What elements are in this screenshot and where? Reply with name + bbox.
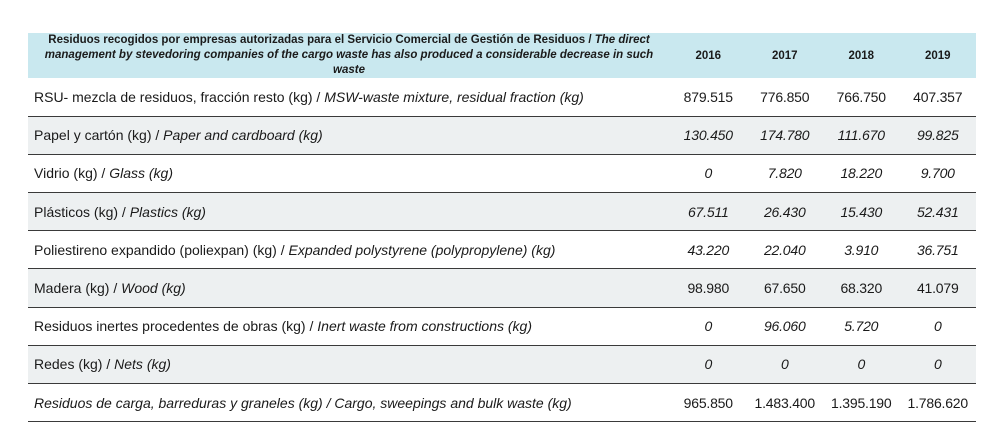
cell-2019: 0 — [933, 318, 942, 335]
table-row: Redes (kg) / Nets (kg) 0 0 0 0 — [28, 345, 976, 384]
table-row: Residuos inertes procedentes de obras (k… — [28, 307, 976, 346]
table-row: Poliestireno expandido (poliexpan) (kg) … — [28, 231, 976, 269]
cell-2017: 67.650 — [763, 280, 806, 297]
header-year-2018: 2018 — [848, 49, 875, 62]
cell-2019: 1.786.620 — [907, 394, 969, 411]
header-label-es: Residuos recogidos por empresas autoriza… — [48, 34, 595, 46]
row-label: RSU- mezcla de residuos, fracción resto … — [28, 78, 670, 116]
row-label: Redes (kg) / Nets (kg) — [28, 345, 670, 383]
cell-2017: 96.060 — [763, 318, 806, 335]
header-year-2017: 2017 — [771, 49, 798, 62]
cell-2019: 9.700 — [920, 165, 955, 182]
cell-2016: 98.980 — [687, 280, 730, 297]
cell-2018: 18.220 — [840, 165, 883, 182]
row-label: Papel y cartón (kg) / Paper and cardboar… — [28, 116, 670, 154]
cell-2018: 15.430 — [840, 203, 883, 220]
cell-2016: 965.850 — [683, 394, 733, 411]
row-label-en: Glass (kg) — [109, 165, 174, 182]
table-row: RSU- mezcla de residuos, fracción resto … — [28, 78, 976, 117]
cell-2016: 0 — [704, 165, 713, 182]
cell-2016: 67.511 — [687, 203, 729, 220]
table-row: Vidrio (kg) / Glass (kg) 0 7.820 18.220 … — [28, 154, 976, 193]
row-label-en: Cargo, sweepings and bulk waste (kg) — [334, 394, 572, 411]
row-label: Residuos de carga, barreduras y graneles… — [28, 384, 670, 422]
cell-2018: 766.750 — [836, 88, 886, 105]
cell-2016: 879.515 — [683, 88, 733, 105]
header-year-2019: 2019 — [924, 49, 951, 62]
row-label-en: Plastics (kg) — [129, 203, 206, 220]
cell-2018: 5.720 — [844, 318, 879, 335]
cell-2018: 3.910 — [844, 241, 879, 258]
cell-2017: 174.780 — [760, 127, 810, 144]
cell-2017: 22.040 — [763, 241, 806, 258]
cell-2017: 26.430 — [763, 203, 806, 220]
cell-2018: 0 — [857, 356, 866, 373]
row-label-es: Vidrio (kg) / — [34, 165, 110, 182]
cell-2016: 43.220 — [687, 241, 730, 258]
table-row: Residuos de carga, barreduras y graneles… — [28, 384, 976, 422]
row-label-en: Expanded polystyrene (polypropylene) (kg… — [288, 241, 556, 258]
cell-2019: 0 — [933, 356, 942, 373]
cell-2016: 130.450 — [683, 127, 733, 144]
row-label-en: Inert waste from constructions (kg) — [317, 318, 533, 335]
row-label-en: Paper and cardboard (kg) — [163, 127, 323, 144]
row-label: Residuos inertes procedentes de obras (k… — [28, 307, 670, 345]
cell-2017: 776.850 — [760, 88, 810, 105]
row-label: Vidrio (kg) / Glass (kg) — [28, 154, 670, 192]
cell-2019: 99.825 — [916, 127, 959, 144]
row-label-es: Plásticos (kg) / — [34, 203, 130, 220]
row-label-en: Nets (kg) — [114, 356, 171, 373]
cell-2017: 1.483.400 — [754, 394, 816, 411]
row-label-en: MSW-waste mixture, residual fraction (kg… — [324, 88, 584, 105]
row-label-es: Residuos de carga, barreduras y graneles… — [34, 394, 335, 411]
waste-table-container: Residuos recogidos por empresas autoriza… — [28, 33, 976, 422]
row-label-es: Madera (kg) / — [34, 280, 122, 297]
cell-2019: 36.751 — [916, 241, 959, 258]
cell-2018: 1.395.190 — [831, 394, 892, 411]
row-label-es: Poliestireno expandido (poliexpan) (kg) … — [34, 241, 289, 258]
header-label-en: The direct management by stevedoring com… — [44, 34, 654, 76]
row-label-es: Residuos inertes procedentes de obras (k… — [34, 318, 318, 335]
table-row: Madera (kg) / Wood (kg) 98.980 67.650 68… — [28, 268, 976, 308]
row-label: Poliestireno expandido (poliexpan) (kg) … — [28, 231, 670, 269]
cell-2019: 41.079 — [916, 280, 959, 297]
row-label-en: Wood (kg) — [121, 280, 186, 297]
cell-2018: 68.320 — [840, 280, 883, 297]
header-year-2016: 2016 — [695, 49, 722, 62]
cell-2019: 407.357 — [913, 88, 963, 105]
row-label-es: Redes (kg) / — [34, 356, 115, 373]
table-row: Plásticos (kg) / Plastics (kg) 67.511 26… — [28, 192, 976, 231]
cell-2016: 0 — [704, 318, 713, 335]
waste-table: Residuos recogidos por empresas autoriza… — [28, 33, 976, 422]
cell-2017: 7.820 — [767, 165, 802, 182]
row-label-es: RSU- mezcla de residuos, fracción resto … — [34, 88, 325, 105]
row-label-es: Papel y cartón (kg) / — [34, 127, 164, 144]
row-label: Madera (kg) / Wood (kg) — [28, 269, 670, 307]
cell-2019: 52.431 — [916, 203, 959, 220]
cell-2018: 111.670 — [837, 127, 885, 144]
cell-2017: 0 — [780, 356, 789, 373]
row-label: Plásticos (kg) / Plastics (kg) — [28, 193, 670, 231]
table-header-row: Residuos recogidos por empresas autoriza… — [28, 33, 976, 78]
table-row: Papel y cartón (kg) / Paper and cardboar… — [28, 116, 976, 155]
cell-2016: 0 — [704, 356, 713, 373]
header-label: Residuos recogidos por empresas autoriza… — [28, 33, 670, 78]
